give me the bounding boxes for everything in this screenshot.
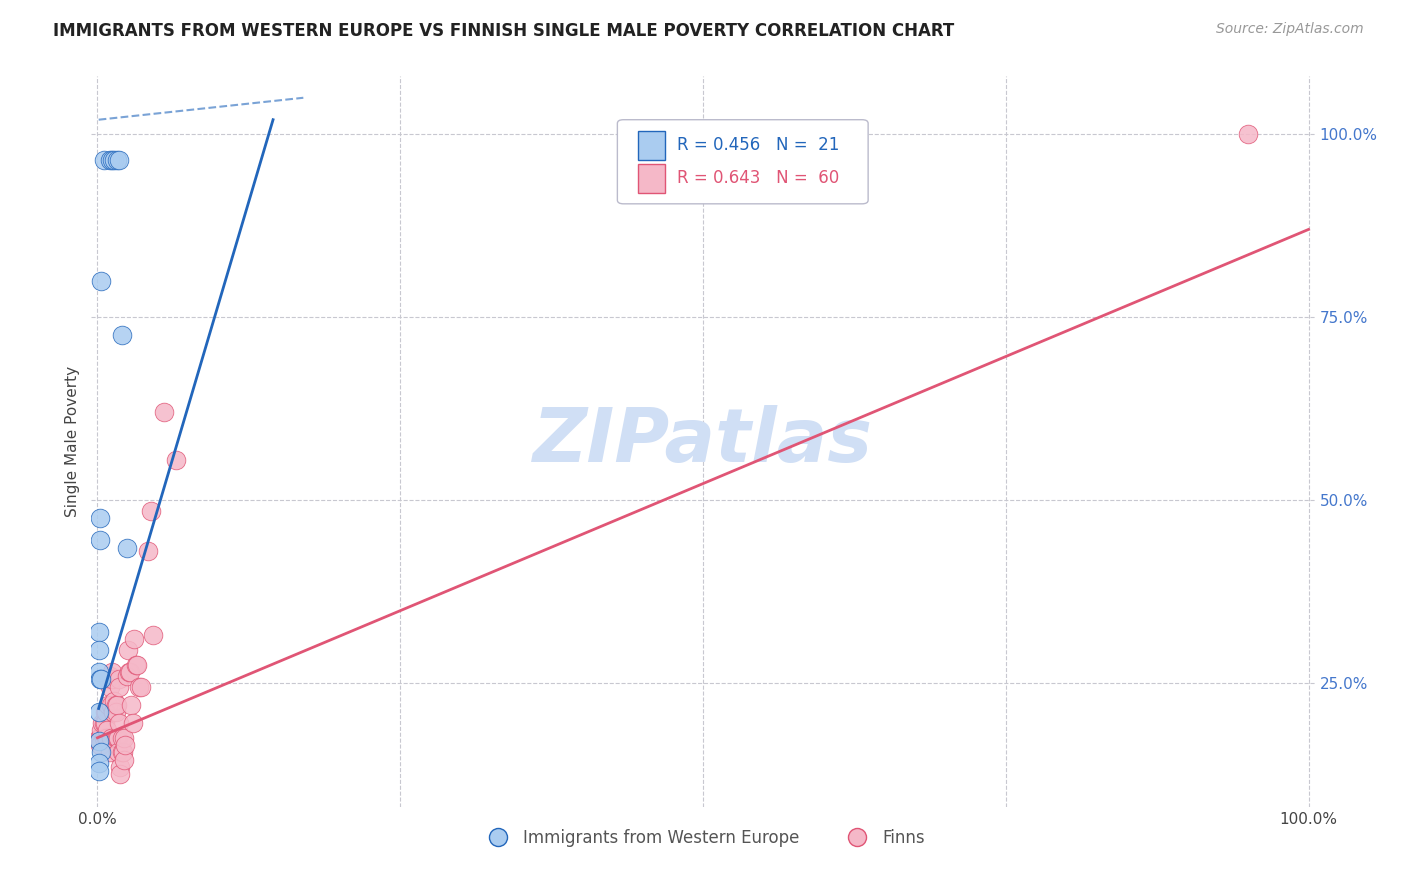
Point	[87, 624, 110, 639]
Point	[153, 405, 176, 419]
Point	[103, 705, 125, 719]
Point	[94, 731, 117, 745]
Point	[90, 723, 112, 738]
Point	[107, 731, 129, 745]
Point	[110, 760, 132, 774]
Point	[139, 504, 162, 518]
Point	[111, 746, 134, 760]
Point	[108, 716, 131, 731]
Text: R = 0.643   N =  60: R = 0.643 N = 60	[678, 169, 839, 187]
Point	[107, 746, 129, 760]
Point	[90, 746, 112, 760]
Point	[108, 680, 131, 694]
Point	[96, 723, 118, 738]
Point	[89, 731, 111, 745]
Bar	[638, 130, 665, 160]
Point	[103, 153, 125, 167]
Point	[108, 153, 131, 167]
Text: IMMIGRANTS FROM WESTERN EUROPE VS FINNISH SINGLE MALE POVERTY CORRELATION CHART: IMMIGRANTS FROM WESTERN EUROPE VS FINNIS…	[53, 22, 955, 40]
Point	[105, 153, 128, 167]
Point	[87, 764, 110, 778]
Point	[98, 746, 121, 760]
Point	[120, 698, 142, 712]
Point	[103, 694, 125, 708]
Point	[104, 731, 127, 745]
Legend: Immigrants from Western Europe, Finns: Immigrants from Western Europe, Finns	[474, 822, 932, 854]
Point	[87, 734, 110, 748]
Point	[115, 541, 138, 555]
Point	[100, 731, 122, 745]
Point	[93, 716, 115, 731]
Point	[89, 511, 111, 525]
Text: ZIPatlas: ZIPatlas	[533, 405, 873, 478]
Point	[105, 731, 128, 745]
Point	[98, 680, 121, 694]
Point	[89, 738, 111, 752]
Y-axis label: Single Male Poverty: Single Male Poverty	[65, 366, 80, 517]
Point	[89, 673, 111, 687]
Point	[105, 698, 128, 712]
Point	[94, 705, 117, 719]
Bar	[638, 163, 665, 193]
Point	[101, 673, 124, 687]
Point	[104, 705, 127, 719]
Point	[87, 731, 110, 745]
Point	[100, 698, 122, 712]
Point	[115, 668, 138, 682]
Point	[129, 680, 152, 694]
FancyBboxPatch shape	[617, 120, 868, 203]
Point	[136, 544, 159, 558]
Point	[110, 767, 132, 781]
Point	[104, 698, 127, 712]
Point	[127, 657, 149, 672]
Point	[93, 153, 115, 167]
Point	[125, 657, 148, 672]
Point	[97, 673, 120, 687]
Point	[90, 274, 112, 288]
Point	[103, 705, 125, 719]
Point	[93, 731, 115, 745]
Point	[108, 673, 131, 687]
Point	[87, 756, 110, 771]
Point	[117, 643, 139, 657]
Point	[121, 716, 143, 731]
Point	[122, 632, 145, 646]
Point	[111, 731, 134, 745]
Point	[114, 738, 136, 752]
Point	[87, 643, 110, 657]
Point	[111, 746, 134, 760]
Point	[91, 716, 114, 731]
Point	[93, 716, 115, 731]
Point	[165, 452, 187, 467]
Point	[87, 665, 110, 679]
Point	[93, 705, 115, 719]
Point	[1237, 128, 1260, 142]
Point	[98, 668, 121, 682]
Point	[111, 328, 134, 343]
Text: Source: ZipAtlas.com: Source: ZipAtlas.com	[1216, 22, 1364, 37]
Point	[101, 153, 124, 167]
Point	[118, 665, 141, 679]
Point	[128, 680, 150, 694]
Point	[101, 665, 124, 679]
Text: R = 0.456   N =  21: R = 0.456 N = 21	[678, 136, 839, 154]
Point	[96, 731, 118, 745]
Point	[97, 698, 120, 712]
Point	[142, 628, 165, 642]
Point	[90, 673, 112, 687]
Point	[120, 665, 142, 679]
Point	[112, 731, 135, 745]
Point	[87, 705, 110, 719]
Point	[89, 533, 111, 548]
Point	[98, 153, 121, 167]
Point	[112, 753, 135, 767]
